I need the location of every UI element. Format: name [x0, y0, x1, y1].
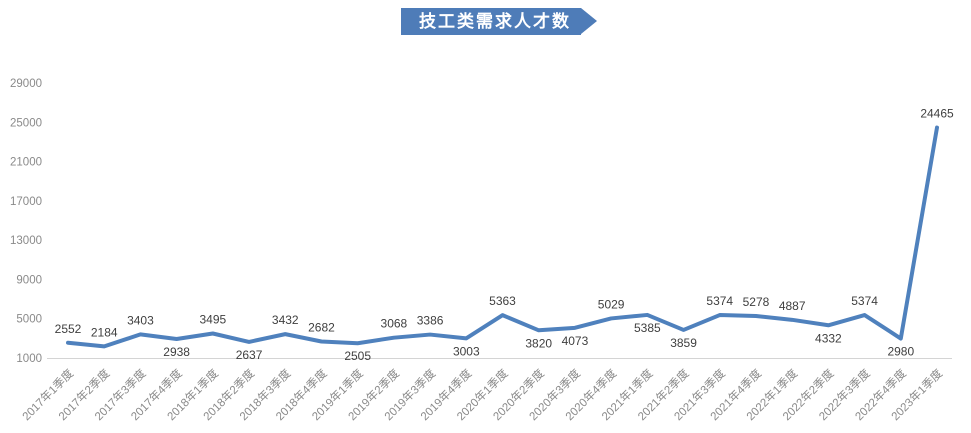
data-label: 5363: [489, 294, 516, 308]
data-label: 3859: [670, 336, 697, 350]
y-tick-label: 17000: [10, 196, 42, 208]
data-label: 2980: [887, 345, 914, 359]
y-axis-tick-labels: 1000 5000 9000 13000 17000 21000 25000 29000: [10, 78, 42, 365]
chart-title-banner: 技工类需求人才数: [401, 8, 597, 35]
x-axis-tick-labels: 2017年1季度2017年2季度2017年3季度2017年4季度2018年1季度…: [19, 366, 945, 423]
banner-arrow-icon: [581, 8, 597, 34]
data-label: 5374: [706, 294, 733, 308]
data-label: 4073: [562, 334, 589, 348]
series-line: [66, 125, 939, 349]
y-tick-label: 5000: [16, 314, 42, 326]
data-labels: 2552 2184 3403 2938 3495 2637 3432 2682 2505 3068…: [55, 107, 954, 364]
data-label: 2505: [344, 349, 371, 363]
data-label: 3820: [525, 336, 552, 350]
data-label: 3432: [272, 313, 299, 327]
y-tick-label: 9000: [16, 274, 42, 286]
data-label: 5278: [743, 295, 770, 309]
data-label: 4332: [815, 331, 842, 345]
data-label: 2938: [163, 345, 190, 359]
chart-title: 技工类需求人才数: [419, 12, 571, 31]
data-label: 24465: [920, 107, 954, 121]
y-tick-label: 29000: [10, 78, 42, 90]
data-label: 3003: [453, 344, 480, 358]
data-label: 2552: [55, 322, 82, 336]
y-tick-label: 21000: [10, 157, 42, 169]
data-label: 2637: [236, 348, 263, 362]
data-label: 5029: [598, 297, 625, 311]
data-label: 3495: [199, 312, 226, 326]
data-label: 4887: [779, 299, 806, 313]
data-label: 3403: [127, 313, 154, 327]
data-label: 2184: [91, 325, 118, 339]
data-label: 3068: [381, 317, 408, 331]
y-tick-label: 25000: [10, 117, 42, 129]
data-label: 2682: [308, 320, 335, 334]
data-label: 5374: [851, 294, 878, 308]
data-label: 5385: [634, 321, 661, 335]
data-label: 3386: [417, 314, 444, 328]
y-tick-label: 13000: [10, 235, 42, 247]
y-tick-label: 1000: [16, 353, 42, 365]
